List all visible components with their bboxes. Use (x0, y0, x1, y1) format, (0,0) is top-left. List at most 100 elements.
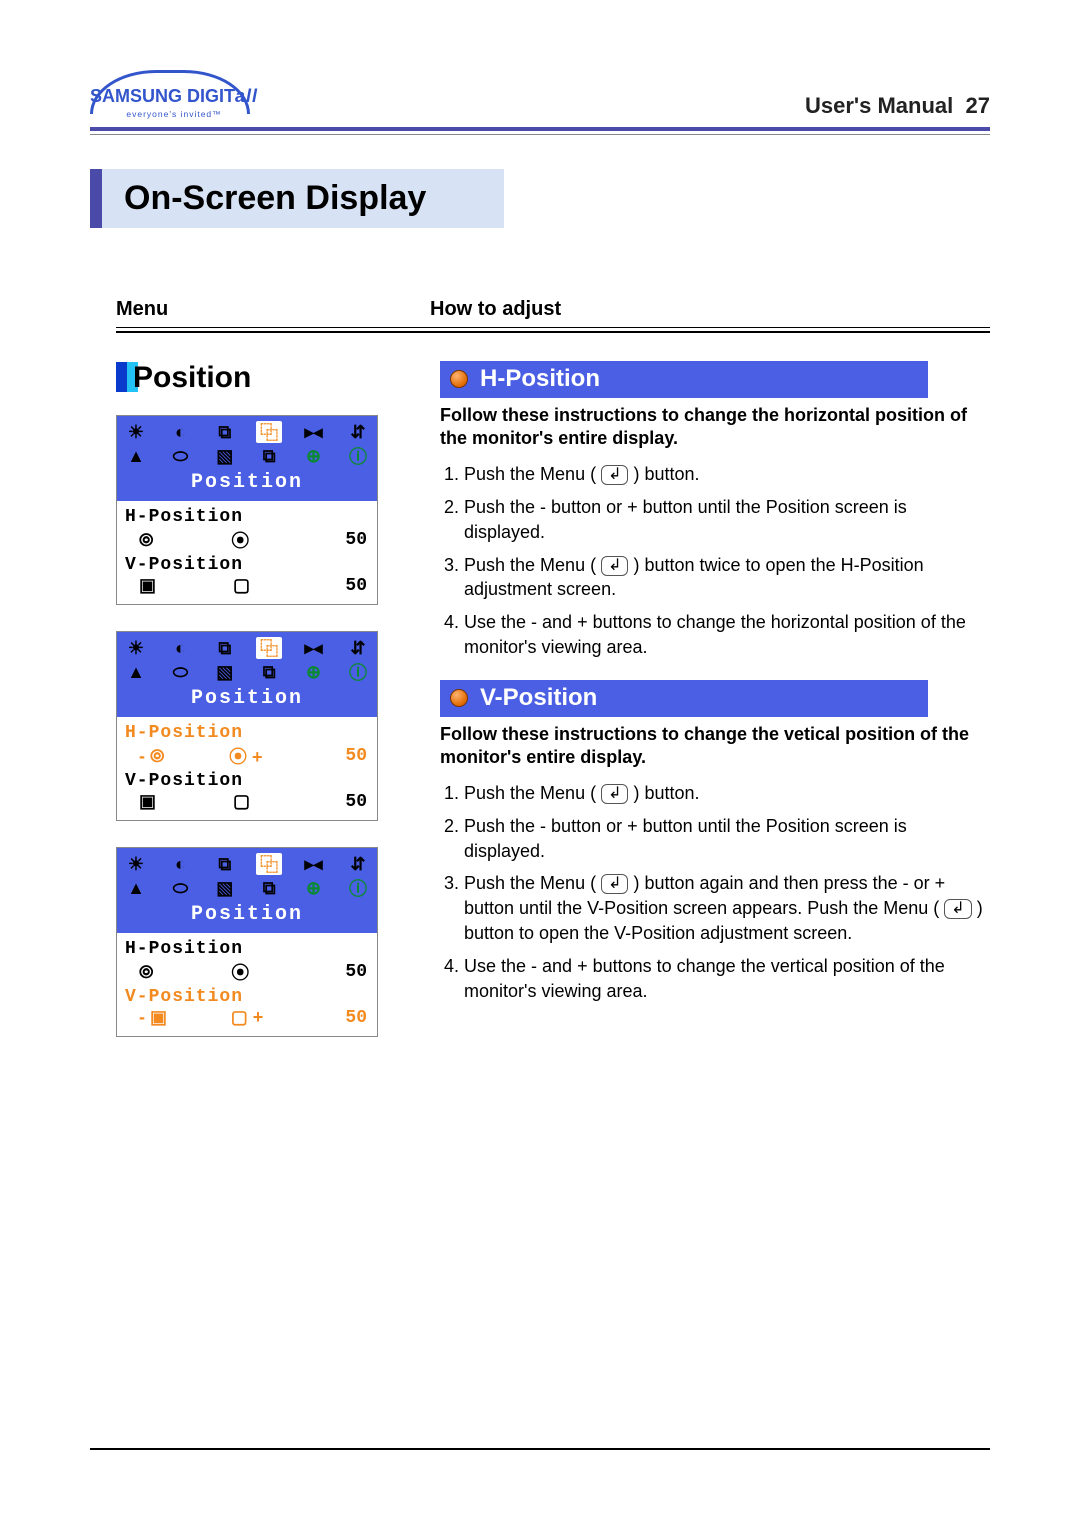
osd-panel: ☀◐⧉⿻▸◂⇵ ▲⬭▧⧉⊕ⓘ Position H-Position ⦾ ⦿ 5… (116, 415, 378, 605)
osd-icon: ◐ (167, 421, 193, 443)
page-number: 27 (966, 93, 990, 118)
osd-icon-row: ▲⬭▧⧉⊕ⓘ (123, 445, 371, 467)
osd-icon: ⬭ (167, 877, 193, 899)
menu-column: Position ☀◐⧉⿻▸◂⇵ ▲⬭▧⧉⊕ⓘ Position H-Posit… (116, 361, 416, 1037)
step-item: Use the - and + buttons to change the ve… (464, 954, 990, 1004)
osd-icon: ⓘ (345, 661, 371, 683)
osd-icon: ⧉ (256, 661, 282, 683)
section-title: On-Screen Display (90, 169, 504, 228)
osd-value: 50 (327, 962, 367, 982)
osd-left-glyph: - ▣ (139, 1007, 167, 1028)
osd-icon: ⇵ (345, 421, 371, 443)
v-position-intro: Follow these instructions to change the … (440, 723, 990, 769)
column-headers: Menu How to adjust (90, 298, 990, 321)
osd-icon: ▸◂ (301, 637, 327, 659)
osd-item-label: V-Position (125, 771, 369, 791)
osd-panel: ☀◐⧉⿻▸◂⇵ ▲⬭▧⧉⊕ⓘ Position H-Position ⦾ ⦿ 5… (116, 847, 378, 1037)
osd-icon: ▲ (123, 877, 149, 899)
osd-left-glyph: ⦾ (139, 530, 153, 551)
osd-value: 50 (327, 1008, 367, 1028)
osd-icon: ⧉ (256, 877, 282, 899)
osd-icon: ◐ (167, 853, 193, 875)
osd-header: ☀◐⧉⿻▸◂⇵ ▲⬭▧⧉⊕ⓘ Position (117, 416, 377, 501)
osd-icon: ⧉ (212, 421, 238, 443)
osd-icon-row: ▲⬭▧⧉⊕ⓘ (123, 661, 371, 683)
menu-column-header: Menu (90, 298, 430, 321)
osd-panels-container: ☀◐⧉⿻▸◂⇵ ▲⬭▧⧉⊕ⓘ Position H-Position ⦾ ⦿ 5… (116, 415, 416, 1037)
osd-icon: ▧ (212, 877, 238, 899)
osd-icon: ⬭ (167, 445, 193, 467)
manual-page: SAMSUNG DIGITall everyone's invited™ Use… (0, 0, 1080, 1528)
osd-icon-row: ☀◐⧉⿻▸◂⇵ (123, 637, 371, 659)
v-position-heading: V-Position (440, 680, 928, 717)
osd-value: 50 (327, 530, 367, 550)
osd-icon: ⇵ (345, 853, 371, 875)
osd-icon: ☀ (123, 421, 149, 443)
osd-right-glyph: ▢ + (167, 1007, 327, 1028)
position-heading: Position (116, 361, 251, 395)
osd-right-glyph: ▢ (156, 575, 327, 596)
osd-right-glyph: ⦿ (153, 527, 327, 553)
osd-icon: ⿻ (256, 421, 282, 443)
osd-icon: ▸◂ (301, 853, 327, 875)
osd-item-row: ⦾ ⦿ 50 (125, 959, 369, 985)
h-position-heading: H-Position (440, 361, 928, 398)
osd-icon-row: ☀◐⧉⿻▸◂⇵ (123, 853, 371, 875)
osd-icon: ⧉ (212, 853, 238, 875)
menu-button-icon: ↲ (601, 556, 628, 576)
bullet-icon (450, 370, 468, 388)
footer-rule (90, 1448, 990, 1450)
osd-icon: ⧉ (212, 637, 238, 659)
osd-icon-row: ▲⬭▧⧉⊕ⓘ (123, 877, 371, 899)
osd-icon: ⓘ (345, 877, 371, 899)
osd-icon: ⿻ (256, 637, 282, 659)
osd-item-row: ▣ ▢ 50 (125, 575, 369, 596)
osd-item-label: V-Position (125, 987, 369, 1007)
osd-icon: ☀ (123, 853, 149, 875)
osd-header: ☀◐⧉⿻▸◂⇵ ▲⬭▧⧉⊕ⓘ Position (117, 632, 377, 717)
osd-icon-row: ☀ ◐ ⧉ ⿻ ▸◂ ⇵ (123, 421, 371, 443)
header-right: User's Manual 27 (805, 93, 990, 119)
osd-icon: ◐ (167, 637, 193, 659)
step-item: Push the Menu ( ↲ ) button again and the… (464, 871, 990, 945)
osd-item-label: V-Position (125, 555, 369, 575)
header-rule-thick (90, 127, 990, 131)
osd-header: ☀◐⧉⿻▸◂⇵ ▲⬭▧⧉⊕ⓘ Position (117, 848, 377, 933)
osd-icon: ▧ (212, 661, 238, 683)
osd-icon: ⧉ (256, 445, 282, 467)
howto-column: H-Position Follow these instructions to … (416, 361, 990, 1037)
content-area: Position ☀◐⧉⿻▸◂⇵ ▲⬭▧⧉⊕ⓘ Position H-Posit… (116, 361, 990, 1037)
osd-body: H-Position - ⦾ ⦿ + 50 V-Position ▣ ▢ 50 (117, 717, 377, 820)
osd-left-glyph: - ⦾ (139, 746, 164, 767)
osd-icon: ▸◂ (301, 421, 327, 443)
section-title-wrap: On-Screen Display (90, 169, 990, 228)
osd-left-glyph: ▣ (139, 575, 156, 596)
h-position-intro: Follow these instructions to change the … (440, 404, 990, 450)
menu-button-icon: ↲ (601, 784, 628, 804)
osd-value: 50 (327, 746, 367, 766)
osd-icon: ⇵ (345, 637, 371, 659)
step-item: Push the Menu ( ↲ ) button twice to open… (464, 553, 990, 603)
osd-icon: ⬭ (167, 661, 193, 683)
osd-icon: ▧ (212, 445, 238, 467)
osd-title: Position (123, 685, 371, 711)
menu-button-icon: ↲ (601, 874, 628, 894)
step-item: Push the - button or + button until the … (464, 495, 990, 545)
osd-item-row: ▣ ▢ 50 (125, 791, 369, 812)
header-rule-thin (90, 134, 990, 135)
logo-arc (90, 70, 250, 114)
osd-icon: ⊕ (301, 661, 327, 683)
menu-button-icon: ↲ (944, 899, 971, 919)
v-position-title: V-Position (480, 684, 597, 712)
double-rule (116, 327, 990, 333)
osd-right-glyph: ▢ (156, 791, 327, 812)
brand-logo: SAMSUNG DIGITall everyone's invited™ (90, 70, 258, 119)
osd-item-label: H-Position (125, 507, 369, 527)
osd-body: H-Position ⦾ ⦿ 50 V-Position ▣ ▢ 50 (117, 501, 377, 604)
step-item: Push the Menu ( ↲ ) button. (464, 462, 990, 487)
step-item: Use the - and + buttons to change the ho… (464, 610, 990, 660)
howto-column-header: How to adjust (430, 298, 990, 321)
osd-item-label: H-Position (125, 939, 369, 959)
osd-icon: ▲ (123, 445, 149, 467)
osd-item-row: - ⦾ ⦿ + 50 (125, 743, 369, 769)
